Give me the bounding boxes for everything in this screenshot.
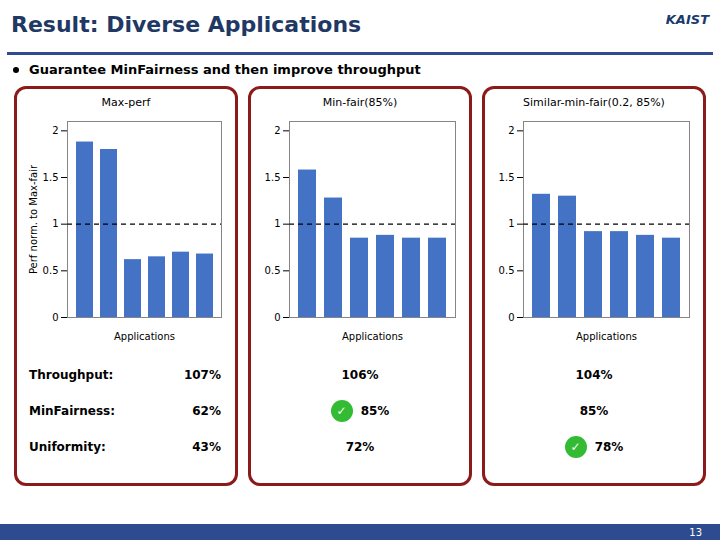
- svg-text:2: 2: [274, 125, 280, 136]
- html-text:62%: 62%: [192, 404, 221, 418]
- html-text:Max-perf: Max-perf: [101, 96, 151, 109]
- svg-text:1: 1: [508, 218, 514, 229]
- html-text:Min-fair(85%): Min-fair(85%): [322, 96, 398, 109]
- html-text:85%: 85%: [579, 404, 609, 418]
- svg-text:0: 0: [274, 312, 280, 323]
- svg-text:0: 0: [52, 312, 58, 323]
- svg-text:0.5: 0.5: [265, 265, 281, 276]
- svg-text:1.5: 1.5: [43, 172, 59, 183]
- html-text:104%: 104%: [575, 368, 613, 382]
- svg-text:2: 2: [52, 125, 58, 136]
- html-text:13: 13: [689, 527, 702, 538]
- svg-text:0: 0: [508, 312, 514, 323]
- html-text:78%: 78%: [594, 440, 624, 454]
- svg-text:Perf norm. to Max-fair: Perf norm. to Max-fair: [28, 164, 39, 274]
- html-text:Throughput:: Throughput:: [29, 368, 114, 382]
- html-text:Similar-min-fair(0.2, 85%): Similar-min-fair(0.2, 85%): [523, 96, 665, 109]
- html-text:Result: Diverse Applications: Result: Diverse Applications: [11, 12, 362, 37]
- svg-text:Applications: Applications: [576, 331, 637, 342]
- svg-text:Applications: Applications: [114, 331, 175, 342]
- html-text:107%: 107%: [183, 368, 221, 382]
- html-text:72%: 72%: [345, 440, 375, 454]
- html-text:106%: 106%: [341, 368, 379, 382]
- svg-text:2: 2: [508, 125, 514, 136]
- html-text:85%: 85%: [360, 404, 390, 418]
- svg-text:1: 1: [52, 218, 58, 229]
- html-text:43%: 43%: [192, 440, 221, 454]
- svg-text:Applications: Applications: [342, 331, 403, 342]
- html-text:MinFairness:: MinFairness:: [29, 404, 115, 418]
- html-text:Guarantee MinFairness and then: Guarantee MinFairness and then improve t…: [29, 62, 421, 77]
- svg-text:1.5: 1.5: [499, 172, 515, 183]
- html-text:Uniformity:: Uniformity:: [29, 440, 106, 454]
- svg-text:1.5: 1.5: [265, 172, 281, 183]
- svg-text:0.5: 0.5: [43, 265, 59, 276]
- svg-text:0.5: 0.5: [499, 265, 515, 276]
- html-text:KAIST: KAIST: [665, 12, 709, 27]
- svg-text:1: 1: [274, 218, 280, 229]
